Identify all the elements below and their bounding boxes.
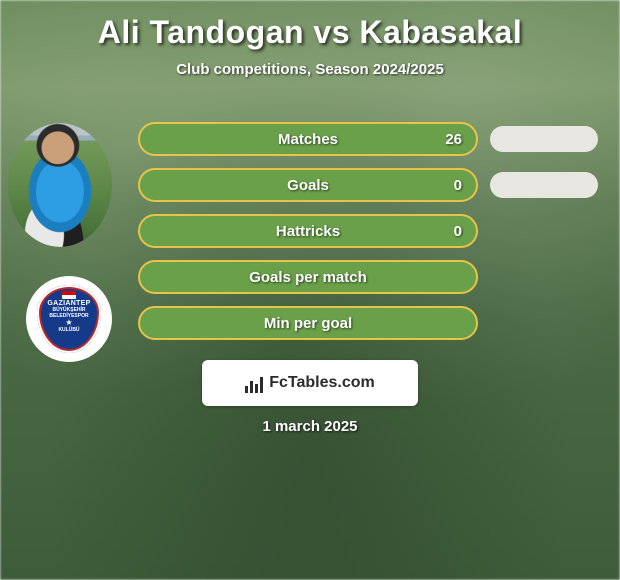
club-name-line1: GAZIANTEP [47, 300, 90, 307]
player-photo [8, 123, 112, 247]
stat-value-left: 0 [454, 223, 462, 240]
stat-row: Matches 26 [138, 122, 600, 156]
stat-pill-left: Goals 0 [138, 168, 478, 202]
stat-row: Min per goal [138, 306, 600, 340]
stat-row: Goals 0 [138, 168, 600, 202]
stat-pill-left: Matches 26 [138, 122, 478, 156]
club-name-line4: KULÜBÜ [58, 327, 79, 333]
stat-label: Hattricks [276, 223, 340, 240]
stat-pill-left: Goals per match [138, 260, 478, 294]
stat-label: Min per goal [264, 315, 352, 332]
date-label: 1 march 2025 [0, 418, 620, 435]
stat-value-left: 0 [454, 177, 462, 194]
star-icon: ★ [65, 318, 72, 327]
stat-pill-right [490, 126, 598, 152]
stat-row: Goals per match [138, 260, 600, 294]
page-subtitle: Club competitions, Season 2024/2025 [0, 61, 620, 78]
club-shield-icon: GAZIANTEP BÜYÜKŞEHİR BELEDİYESPOR ★ KULÜ… [37, 285, 101, 353]
stat-label: Goals per match [249, 269, 367, 286]
attribution-badge: FcTables.com [202, 360, 418, 406]
page-title: Ali Tandogan vs Kabasakal [0, 0, 620, 51]
stat-label: Goals [287, 177, 329, 194]
infographic-root: Ali Tandogan vs Kabasakal Club competiti… [0, 0, 620, 580]
attribution-text: FcTables.com [269, 374, 375, 392]
stat-row: Hattricks 0 [138, 214, 600, 248]
stat-label: Matches [278, 131, 338, 148]
stat-value-left: 26 [445, 131, 462, 148]
flag-icon [62, 291, 76, 299]
stat-pill-left: Min per goal [138, 306, 478, 340]
stat-pill-left: Hattricks 0 [138, 214, 478, 248]
bar-chart-icon [245, 373, 265, 393]
stat-pill-right [490, 172, 598, 198]
club-logo: GAZIANTEP BÜYÜKŞEHİR BELEDİYESPOR ★ KULÜ… [26, 276, 112, 362]
player-photo-image [8, 123, 112, 247]
stats-rows: Matches 26 Goals 0 Hattricks 0 Goals per match… [138, 122, 600, 352]
